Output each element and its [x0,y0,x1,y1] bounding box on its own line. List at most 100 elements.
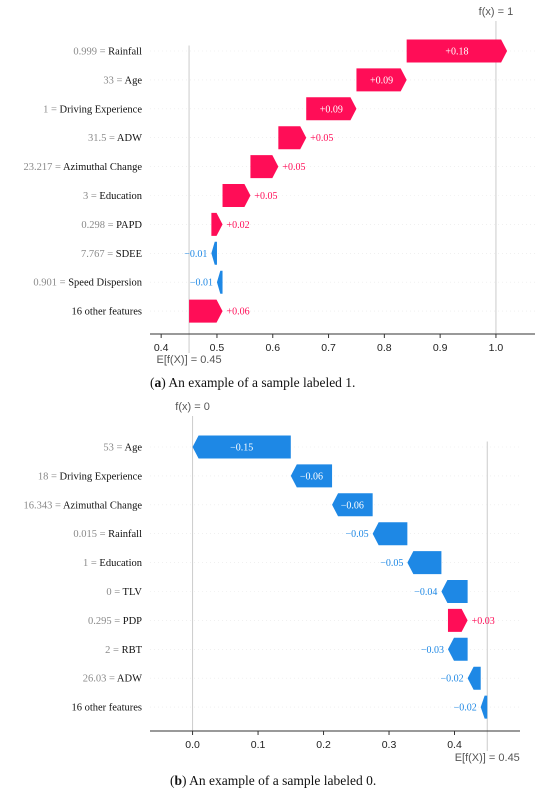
feature-name: 16 other features [71,703,142,714]
x-tick-label: 0.4 [447,739,462,751]
shap-bar [447,637,468,661]
shap-bar [406,39,508,63]
feature-value: 16.343 = [24,500,63,511]
shap-value-label: −0.06 [300,471,323,482]
shap-bar [356,68,407,92]
x-tick-label: 0.9 [433,342,448,354]
shap-value-label: +0.02 [227,220,250,231]
feature-label: 23.217 = Azimuthal Change [24,162,143,173]
feature-label: 0.295 = PDP [88,616,142,627]
shap-bar [306,97,357,121]
feature-value: 0.295 = [88,616,123,627]
shap-value-label: +0.05 [310,133,333,144]
feature-label: 0.999 = Rainfall [73,47,142,58]
shap-value-label: −0.05 [346,529,369,540]
x-tick-label: 1.0 [489,342,504,354]
feature-value: 31.5 = [88,133,117,144]
feature-name: PDP [123,616,142,627]
feature-label: 3 = Education [83,191,143,202]
shap-value-label: +0.05 [254,191,277,202]
feature-value: 53 = [103,443,124,454]
shap-bar [216,270,223,294]
feature-name: ADW [117,133,142,144]
feature-label: 18 = Driving Experience [38,471,143,482]
shap-value-label: −0.04 [414,587,437,598]
shap-bar [222,184,251,207]
feature-label: 1 = Education [83,558,143,569]
shap-bar [250,155,279,179]
shap-bar [192,435,291,459]
feature-name: RBT [122,645,143,656]
feature-value: 0.015 = [73,529,108,540]
caption-letter: b [175,773,183,788]
shap-value-label: +0.09 [320,104,343,115]
shap-value-label: −0.01 [184,249,207,260]
feature-name: 16 other features [71,307,142,318]
shap-value-label: −0.03 [421,645,444,656]
shap-value-label: +0.06 [227,307,250,318]
shap-bar [332,493,373,517]
feature-value: 0 = [106,587,122,598]
x-tick-label: 0.1 [251,739,266,751]
x-tick-label: 0.2 [316,739,331,751]
feature-label: 2 = RBT [105,645,142,656]
x-tick-label: 0.4 [154,342,169,354]
caption-text: An example of a sample labeled 1. [166,375,356,390]
feature-label: 0.298 = PAPD [81,220,142,231]
shap-value-label: −0.01 [190,278,213,289]
shap-value-label: −0.05 [380,558,403,569]
x-tick-label: 0.5 [210,342,225,354]
feature-value: 2 = [105,645,121,656]
feature-label: 7.767 = SDEE [81,249,142,260]
feature-label: 31.5 = ADW [88,133,142,144]
base-value-label: E[f(X)] = 0.45 [455,752,520,764]
feature-value: 1 = [43,104,59,115]
shap-bar [211,212,223,236]
figure-caption: (b) An example of a sample labeled 0. [170,773,376,788]
base-value-label: E[f(X)] = 0.45 [156,354,221,366]
caption-letter: a [155,375,162,390]
feature-label: 1 = Driving Experience [43,104,142,115]
shap-value-label: +0.03 [472,616,495,627]
shap-bar [467,666,481,690]
feature-name: Azimuthal Change [63,500,142,511]
feature-name: Driving Experience [59,471,142,482]
x-tick-label: 0.0 [185,739,200,751]
shap-value-label: +0.18 [445,47,468,58]
x-tick-label: 0.7 [321,342,336,354]
feature-label: 53 = Age [103,443,142,454]
shap-bar [480,695,488,719]
caption-text: An example of a sample labeled 0. [187,773,377,788]
feature-label: 0 = TLV [106,587,142,598]
output-value-label: f(x) = 0 [175,401,210,413]
feature-value: 33 = [103,75,124,86]
shap-bar [211,241,217,265]
feature-label: 16 other features [71,703,142,714]
feature-value: 7.767 = [81,249,116,260]
shap-bar [290,464,333,488]
feature-value: 1 = [83,558,99,569]
feature-value: 3 = [83,191,99,202]
shap-value-label: −0.06 [341,500,364,511]
x-tick-label: 0.8 [377,342,392,354]
feature-name: PAPD [116,220,142,231]
feature-name: Age [125,443,143,454]
feature-name: Rainfall [108,529,142,540]
feature-name: ADW [117,674,142,685]
feature-name: TLV [123,587,143,598]
feature-value: 0.999 = [73,47,108,58]
x-tick-label: 0.3 [382,739,397,751]
feature-name: Age [125,75,143,86]
shap-value-label: −0.15 [230,443,253,454]
shap-bar [189,299,223,323]
feature-name: Driving Experience [59,104,142,115]
feature-value: 18 = [38,471,60,482]
figure-caption: (a) An example of a sample labeled 1. [150,375,355,390]
waterfall-chart-2: f(x) = 0 −0.15 53 = Age −0.06 18 = Driving E… [24,401,520,788]
shap-bar [278,126,307,150]
waterfall-chart-1: f(x) = 1 +0.18 0.999 = Rainfall +0.09 33 = A… [24,6,535,390]
feature-name: Education [99,558,142,569]
shap-value-label: −0.02 [440,674,463,685]
feature-label: 16.343 = Azimuthal Change [24,500,143,511]
